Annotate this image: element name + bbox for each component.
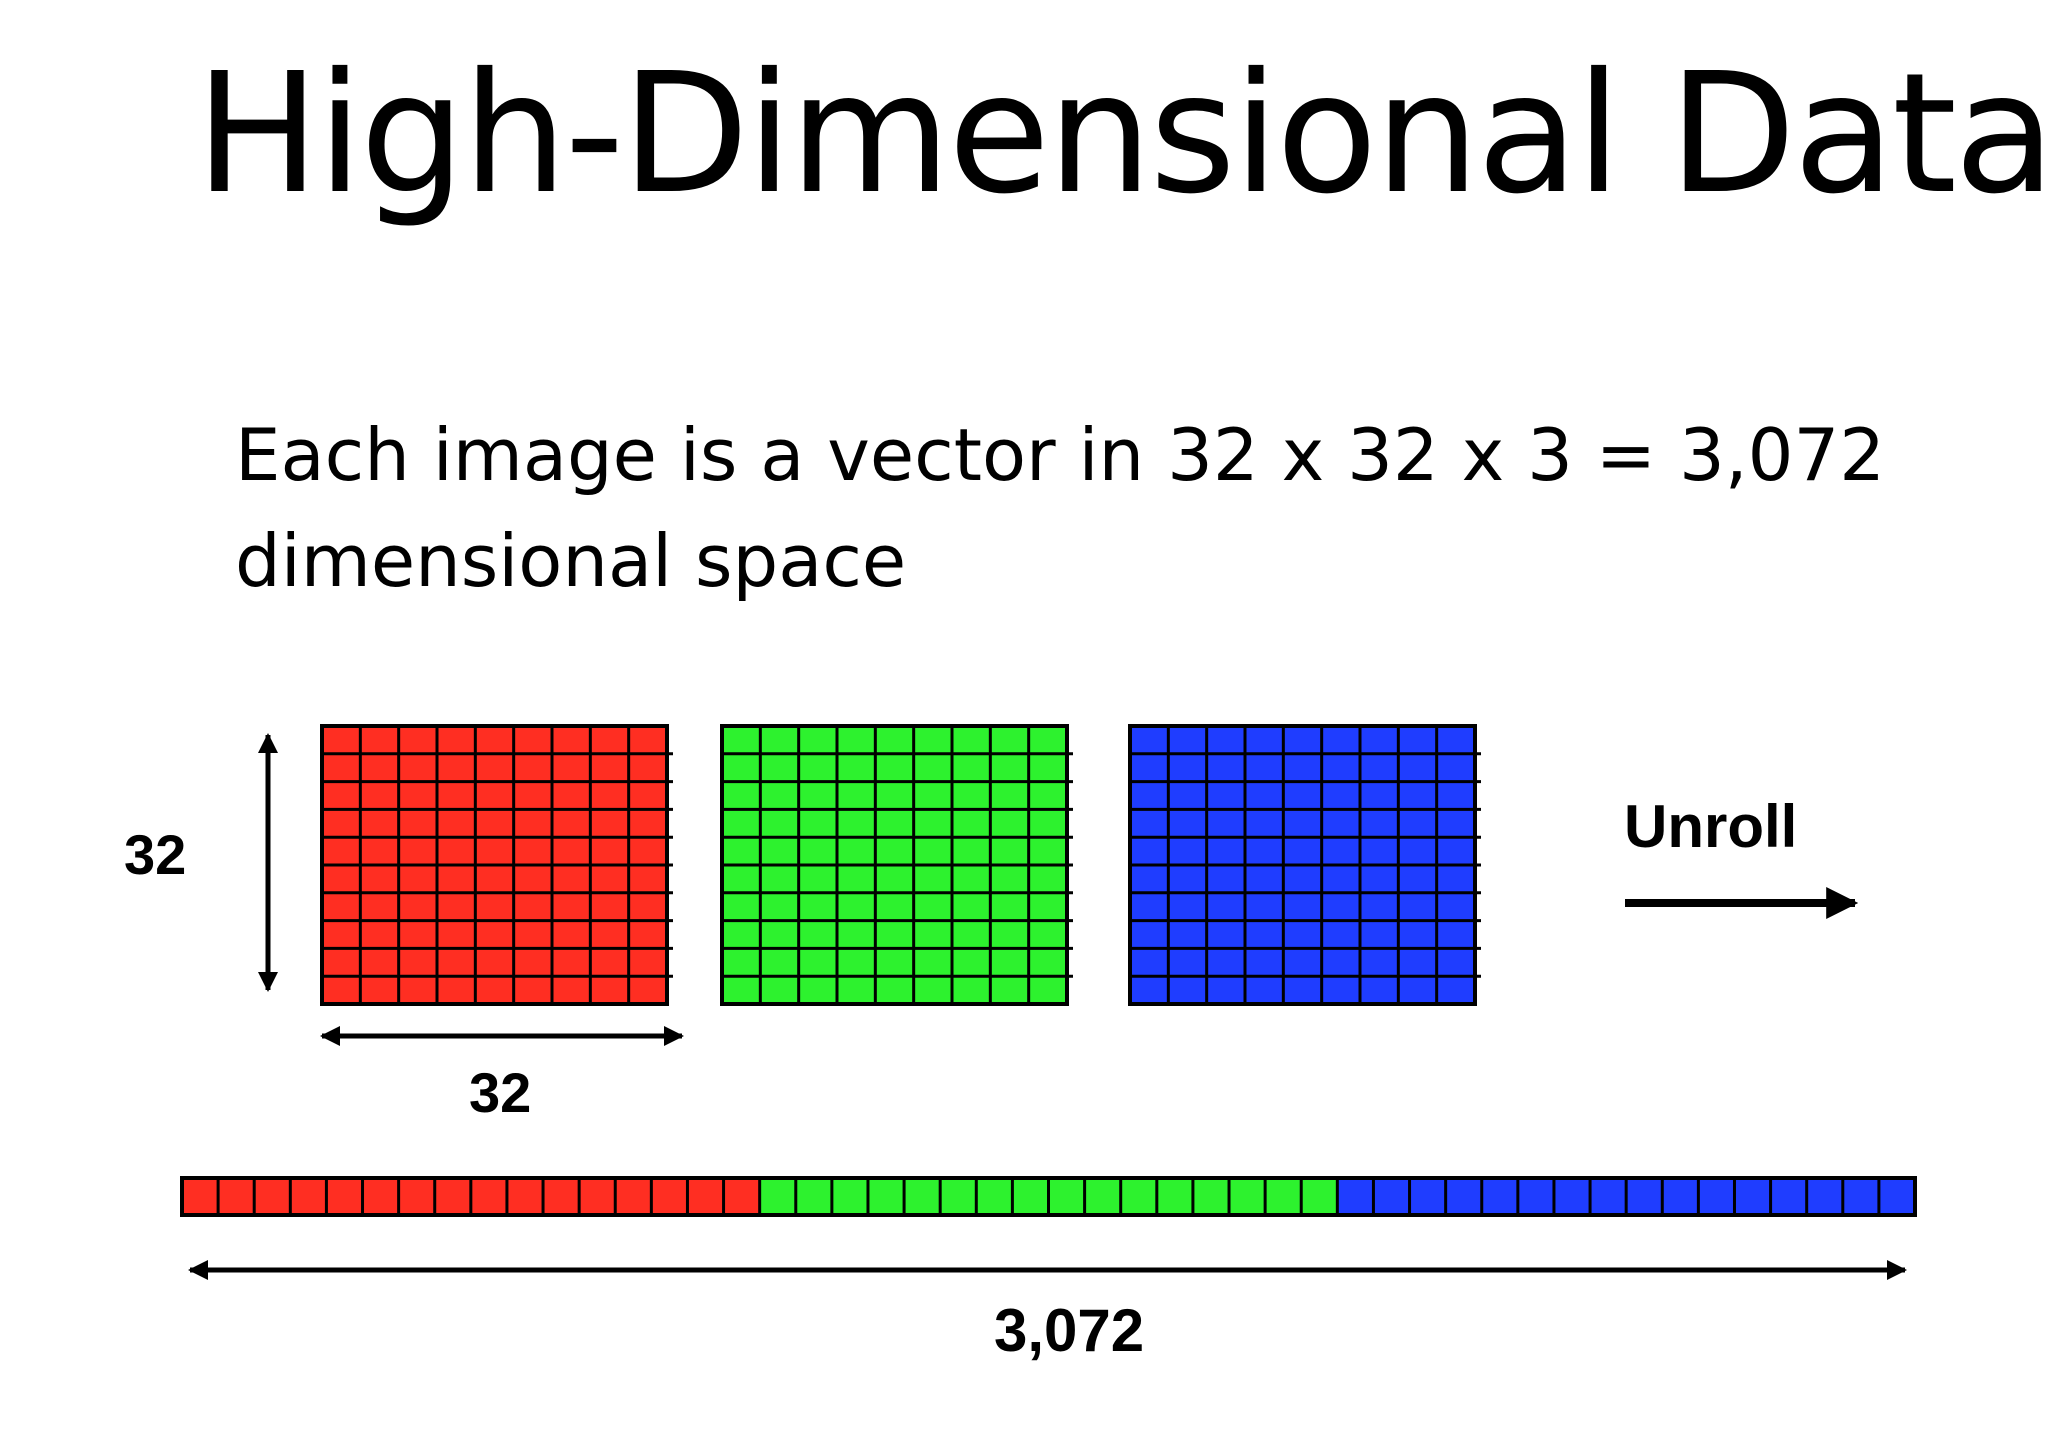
slide-title: High-Dimensional Data [195, 38, 2056, 231]
subtitle-line-1: Each image is a vector in 32 x 32 x 3 = … [235, 413, 1886, 497]
height-label: 32 [124, 823, 187, 886]
unroll-label: Unroll [1624, 793, 1798, 860]
red-channel-grid [320, 724, 673, 1006]
unrolled-vector [180, 1176, 1917, 1217]
vector-length-label: 3,072 [994, 1297, 1145, 1364]
slide-subtitle: Each image is a vector in 32 x 32 x 3 = … [235, 402, 1885, 614]
subtitle-line-2: dimensional space [235, 519, 907, 603]
blue-channel-grid [1128, 724, 1481, 1006]
green-channel-grid [720, 724, 1073, 1006]
vector-outline [180, 1176, 1917, 1217]
width-label: 32 [469, 1061, 532, 1124]
